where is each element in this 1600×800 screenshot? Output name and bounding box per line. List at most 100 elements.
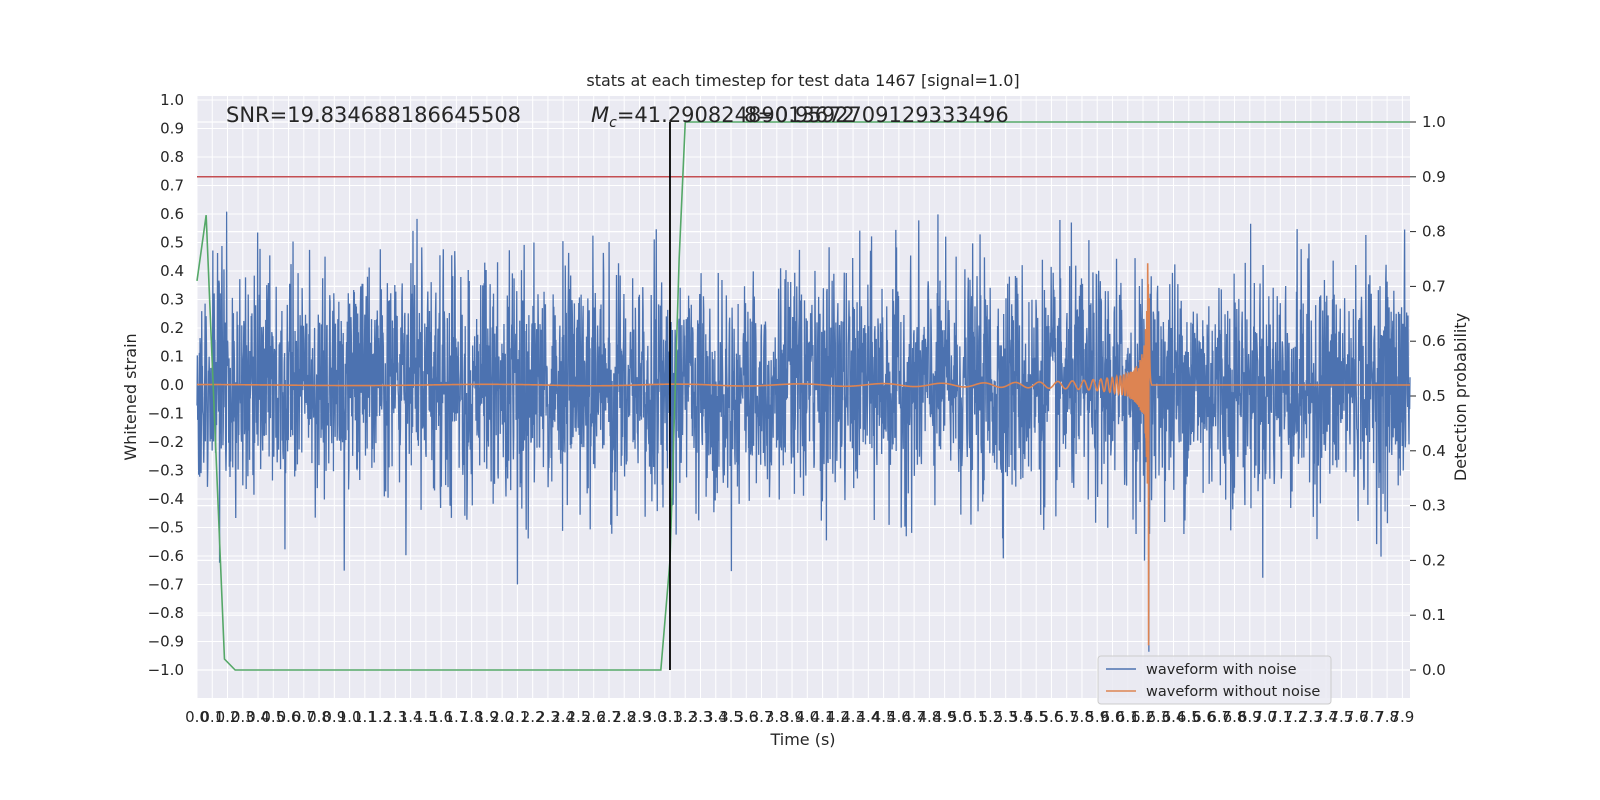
x-tick-label: 6.8 (1223, 708, 1247, 726)
y2-tick-labels: 1.0 0.9 0.8 0.7 0.6 0.5 0.4 0.3 0.2 0.1 0.0 (1422, 113, 1446, 679)
x-tick-label: 0.4 (246, 708, 270, 726)
x-tick-label: 4.8 (917, 708, 941, 726)
x-tick-label: 4.7 (902, 708, 926, 726)
x-tick-label: 1.9 (475, 708, 499, 726)
x-tick-label: 6.2 (1131, 708, 1155, 726)
x-tick-label: 5.1 (963, 708, 987, 726)
y-tick-label: −0.9 (148, 633, 184, 651)
x-tick-label: 2.4 (551, 708, 575, 726)
x-tick-label: 6.5 (1177, 708, 1201, 726)
x-tick-label: 2.1 (505, 708, 529, 726)
x-tick-label: 5.4 (1009, 708, 1033, 726)
x-tick-label: 5.3 (994, 708, 1018, 726)
x-tick-labels: 0.00.10.20.30.40.50.60.70.80.91.01.11.21… (185, 708, 1414, 726)
x-tick-label: 3.6 (734, 708, 758, 726)
x-tick-label: 4.2 (826, 708, 850, 726)
x-tick-label: 0.2 (216, 708, 240, 726)
x-tick-label: 2.6 (582, 708, 606, 726)
x-tick-label: 7.5 (1329, 708, 1353, 726)
x-tick-label: 7.6 (1345, 708, 1369, 726)
legend-box (1097, 655, 1332, 705)
series-probability (196, 121, 1410, 671)
x-tick-label: 3.0 (643, 708, 667, 726)
x-tick-label: 4.4 (856, 708, 880, 726)
x-tick-label: 7.7 (1360, 708, 1384, 726)
y-tick-label: −0.8 (148, 604, 184, 622)
y2-tick-label: 0.1 (1422, 606, 1446, 624)
x-tick-label: 4.0 (795, 708, 819, 726)
y2-tick-label: 0.7 (1422, 277, 1446, 295)
probability-trace (196, 121, 1410, 671)
x-tick-label: 1.2 (368, 708, 392, 726)
x-tick-label: 1.1 (353, 708, 377, 726)
x-axis-label: Time (s) (769, 730, 835, 749)
y-tick-label: −0.4 (148, 490, 184, 508)
y2-tick-label: 0.6 (1422, 332, 1446, 350)
x-tick-label: 1.0 (338, 708, 362, 726)
x-tick-label: 0.5 (261, 708, 285, 726)
x-tick-label: 5.2 (978, 708, 1002, 726)
x-tick-label: 5.6 (1040, 708, 1064, 726)
x-tick-label: 6.6 (1192, 708, 1216, 726)
y-tick-label: 0.5 (160, 234, 184, 252)
y-tick-label: 1.0 (160, 91, 184, 109)
x-tick-label: 1.7 (444, 708, 468, 726)
x-tick-label: 7.0 (1253, 708, 1277, 726)
y-tick-label: −0.6 (148, 547, 184, 565)
x-tick-label: 3.3 (689, 708, 713, 726)
y2-tick-label: 0.9 (1422, 168, 1446, 186)
y2-tick-label: 0.8 (1422, 223, 1446, 241)
x-tick-label: 3.7 (750, 708, 774, 726)
x-tick-label: 4.3 (841, 708, 865, 726)
y-tick-label: −0.2 (148, 433, 184, 451)
x-tick-label: 2.2 (521, 708, 545, 726)
y2-tick-label: 1.0 (1422, 113, 1446, 131)
x-tick-label: 6.3 (1146, 708, 1170, 726)
x-tick-label: 3.9 (780, 708, 804, 726)
y-tick-label: 0.8 (160, 148, 184, 166)
snr-annotation: SNR=19.834688186645508 (226, 103, 521, 127)
x-tick-label: 0.7 (292, 708, 316, 726)
x-tick-label: 4.1 (811, 708, 835, 726)
y2-axis-label: Detection probability (1451, 313, 1470, 481)
y-tick-label: 0.2 (160, 319, 184, 337)
x-tick-label: 2.7 (597, 708, 621, 726)
y-tick-labels: 1.0 0.9 0.8 0.7 0.6 0.5 0.4 0.3 0.2 0.1 0.0 −0.1 −0.… (148, 91, 184, 679)
y-tick-label: −0.3 (148, 462, 184, 480)
x-tick-label: 2.9 (628, 708, 652, 726)
x-tick-label: 4.5 (872, 708, 896, 726)
x-tick-label: 0.8 (307, 708, 331, 726)
x-tick-label: 1.5 (414, 708, 438, 726)
chirp-mass-subscript: c (609, 115, 617, 131)
x-tick-label: 6.9 (1238, 708, 1262, 726)
x-tick-label: 5.5 (1024, 708, 1048, 726)
series-chirp (197, 263, 1410, 646)
x-tick-label: 1.4 (399, 708, 423, 726)
y-tick-label: 0.1 (160, 348, 184, 366)
y-tick-label: 0.7 (160, 177, 184, 195)
x-tick-label: 6.1 (1116, 708, 1140, 726)
y-tick-label: 0.3 (160, 291, 184, 309)
x-tick-label: 6.0 (1101, 708, 1125, 726)
chart-title: stats at each timestep for test data 146… (586, 71, 1019, 90)
y-tick-label: −1.0 (148, 661, 184, 679)
y-axis-label: Whitened strain (121, 333, 140, 460)
x-tick-label: 2.8 (612, 708, 636, 726)
chirp-mass-value: =41.29082489013672 (617, 103, 855, 127)
legend-label-chirp: waveform without noise (1146, 684, 1320, 700)
x-tick-label: 4.9 (933, 708, 957, 726)
chirp-mass-symbol: M (591, 103, 609, 127)
x-tick-label: 5.8 (1070, 708, 1094, 726)
x-tick-label: 3.8 (765, 708, 789, 726)
y2-tick-label: 0.3 (1422, 497, 1446, 515)
y-tick-label: −0.7 (148, 576, 184, 594)
x-tick-label: 5.0 (948, 708, 972, 726)
y-tick-label: 0.0 (160, 376, 184, 394)
y2-tick-label: 0.5 (1422, 387, 1446, 405)
x-tick-label: 6.7 (1207, 708, 1231, 726)
x-tick-label: 4.6 (887, 708, 911, 726)
overlap-annotation: 8=0.9592709129333496 (744, 103, 1009, 127)
x-tick-label: 0.3 (231, 708, 255, 726)
x-tick-label: 6.4 (1162, 708, 1186, 726)
